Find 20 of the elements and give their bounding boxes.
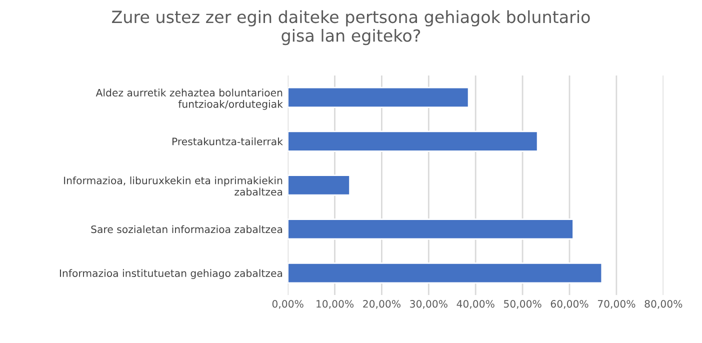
x-tick-label: 60,00% <box>550 300 588 309</box>
x-tick-label: 70,00% <box>598 300 636 309</box>
x-tick-label: 20,00% <box>363 300 400 309</box>
x-tick-label: 50,00% <box>504 300 542 309</box>
y-tick-label: Prestakuntza-tailerrak <box>172 137 283 146</box>
y-tick-label: Aldez aurretik zehaztea boluntarioen funtzioak/ordutegiak <box>96 88 283 110</box>
x-tick-label: 10,00% <box>316 300 354 309</box>
y-tick-label: Informazioa institutuetan gehiago zabaltzea <box>60 269 282 279</box>
x-tick-label: 30,00% <box>410 300 448 309</box>
bar <box>288 86 470 108</box>
bar <box>288 218 574 240</box>
bar <box>288 174 350 196</box>
bar <box>288 262 603 284</box>
y-tick-label: Sare sozialetan informazioa zabaltzea <box>91 225 282 234</box>
bar <box>288 130 538 152</box>
chart-title: Zure ustez zer egin daiteke pertsona gehiagok boluntario gisa lan egiteko? <box>112 10 590 46</box>
x-tick-label: 40,00% <box>456 300 494 309</box>
x-tick-label: 0,00% <box>272 300 304 309</box>
y-tick-label: Informazioa, liburuxkekin eta inprimakiekin zabaltzea <box>64 176 282 196</box>
x-tick-label: 80,00% <box>644 300 682 309</box>
